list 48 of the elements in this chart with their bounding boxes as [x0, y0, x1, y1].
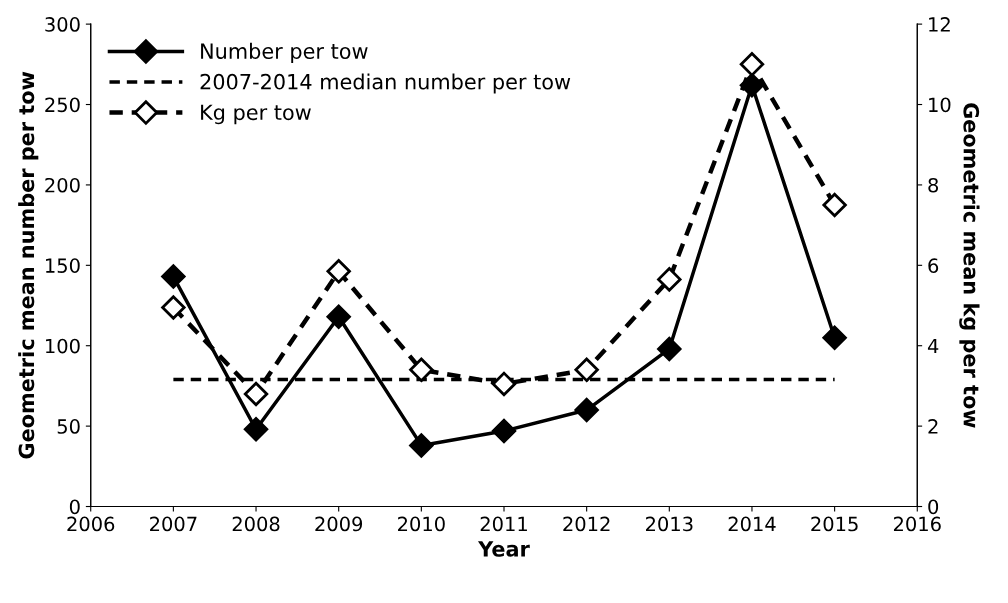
legend-label: Kg per tow: [201, 104, 311, 125]
x-tick-label: 2007: [150, 516, 197, 532]
point: [657, 267, 682, 292]
y-tick-label: 300: [45, 17, 80, 32]
point: [326, 259, 351, 284]
x-tick-label: 2014: [728, 516, 776, 532]
x-tick-label: 2009: [315, 516, 363, 532]
point: [574, 357, 599, 383]
point: [491, 418, 517, 444]
point: [822, 325, 847, 350]
point: [657, 336, 682, 362]
x-tick-label: 2010: [398, 516, 445, 532]
legend-label: 2007-2014 median number per tow: [200, 73, 571, 94]
point: [409, 433, 434, 458]
y2-tick-label: 6: [928, 258, 939, 273]
point: [491, 371, 517, 397]
x-tick-label: 2013: [645, 516, 693, 532]
point: [243, 417, 269, 442]
y2-tick-label: 10: [929, 97, 951, 113]
legend-label: Number per tow: [201, 42, 368, 64]
point: [161, 295, 186, 320]
point: [822, 192, 847, 218]
point: [739, 52, 765, 77]
y-axis-title: Geometric mean number per tow: [18, 71, 39, 459]
y-tick-label: 200: [45, 177, 80, 193]
y2-tick-label: 4: [927, 338, 939, 354]
x-tick-label: 2008: [232, 516, 280, 532]
point: [161, 264, 186, 289]
y2-tick-label: 0: [928, 499, 939, 515]
y2-tick-label: 8: [928, 177, 939, 193]
y-tick-label: 250: [45, 97, 80, 113]
y-tick-label: 50: [57, 419, 80, 434]
x-axis-title: Year: [477, 541, 530, 557]
point: [326, 304, 351, 329]
y2-tick-label: 2: [928, 419, 938, 434]
y-tick-label: 150: [46, 258, 80, 273]
x-tick-label: 2011: [480, 516, 527, 532]
point: [574, 397, 599, 423]
point: [409, 357, 434, 383]
y2-tick-label: 12: [929, 17, 950, 32]
x-tick-label: 2015: [811, 516, 858, 532]
y-tick-label: 100: [46, 338, 80, 354]
point: [243, 381, 269, 407]
x-tick-label: 2012: [563, 516, 610, 532]
x-tick-label: 2006: [67, 516, 115, 532]
y-tick-label: 0: [69, 499, 80, 515]
y2-axis-title: Geometric mean kg per tow: [959, 103, 980, 428]
x-tick-label: 2016: [893, 516, 941, 532]
